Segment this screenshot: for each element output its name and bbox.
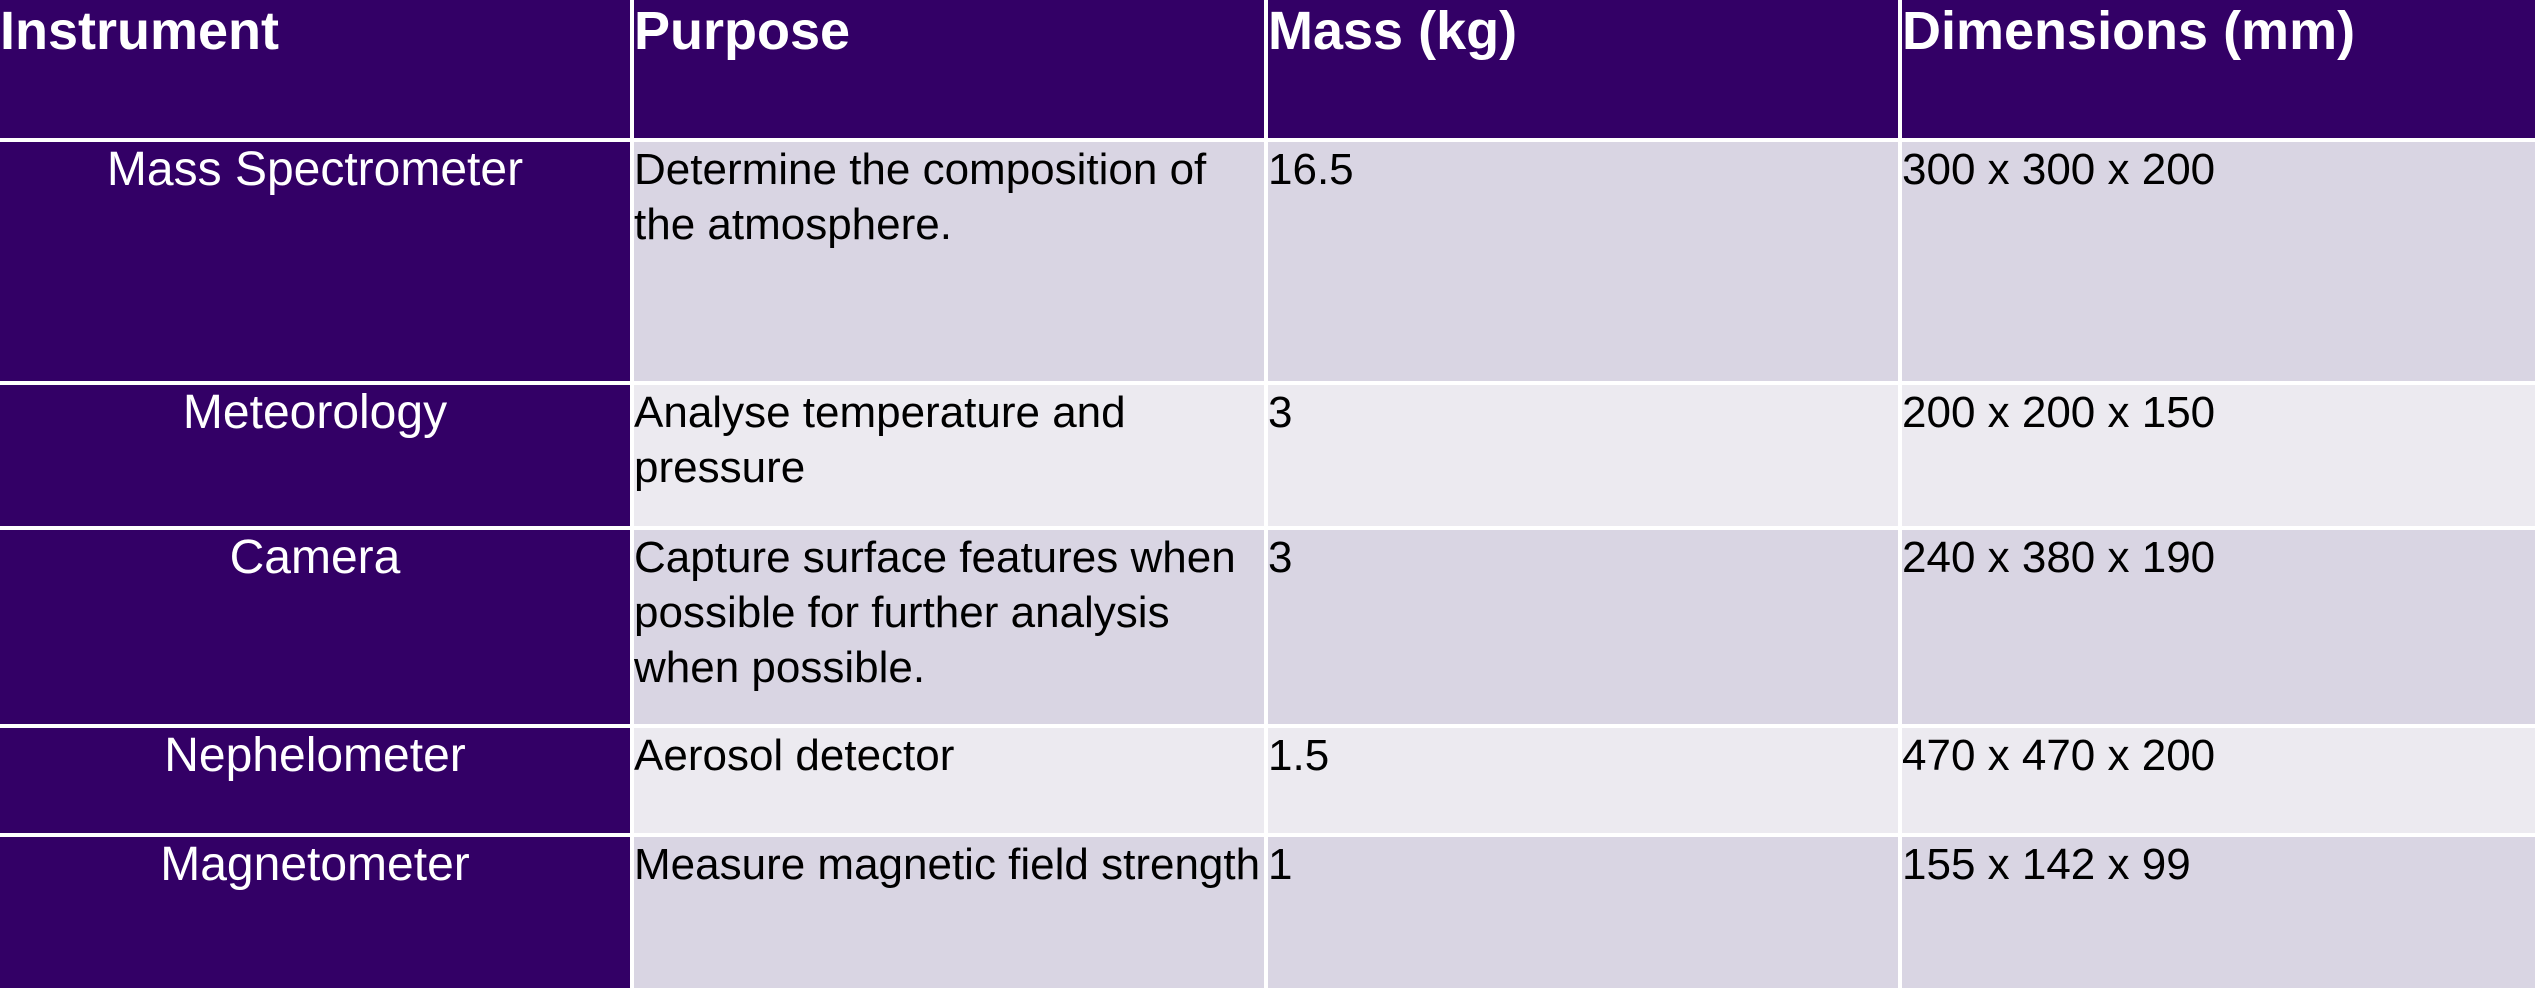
header-dimensions: Dimensions (mm) (1902, 0, 2535, 142)
purpose-cell: Analyse temperature and pressure (634, 385, 1268, 530)
instrument-cell: Camera (0, 530, 634, 728)
mass-cell: 1.5 (1268, 728, 1902, 837)
mass-cell: 1 (1268, 837, 1902, 988)
table-header-row: Instrument Purpose Mass (kg) Dimensions … (0, 0, 2535, 142)
purpose-cell: Determine the composition of the atmosph… (634, 142, 1268, 385)
table-row: Magnetometer Measure magnetic field stre… (0, 837, 2535, 988)
mass-cell: 3 (1268, 385, 1902, 530)
dimensions-cell: 470 x 470 x 200 (1902, 728, 2535, 837)
instrument-cell: Nephelometer (0, 728, 634, 837)
purpose-cell: Capture surface features when possible f… (634, 530, 1268, 728)
dimensions-cell: 300 x 300 x 200 (1902, 142, 2535, 385)
table-row: Mass Spectrometer Determine the composit… (0, 142, 2535, 385)
table-row: Nephelometer Aerosol detector 1.5 470 x … (0, 728, 2535, 837)
header-purpose: Purpose (634, 0, 1268, 142)
purpose-cell: Aerosol detector (634, 728, 1268, 837)
instrument-cell: Magnetometer (0, 837, 634, 988)
header-instrument: Instrument (0, 0, 634, 142)
header-mass: Mass (kg) (1268, 0, 1902, 142)
instrument-cell: Meteorology (0, 385, 634, 530)
dimensions-cell: 155 x 142 x 99 (1902, 837, 2535, 988)
dimensions-cell: 200 x 200 x 150 (1902, 385, 2535, 530)
table-row: Meteorology Analyse temperature and pres… (0, 385, 2535, 530)
mass-cell: 16.5 (1268, 142, 1902, 385)
mass-cell: 3 (1268, 530, 1902, 728)
instrument-cell: Mass Spectrometer (0, 142, 634, 385)
table-row: Camera Capture surface features when pos… (0, 530, 2535, 728)
dimensions-cell: 240 x 380 x 190 (1902, 530, 2535, 728)
purpose-cell: Measure magnetic field strength (634, 837, 1268, 988)
